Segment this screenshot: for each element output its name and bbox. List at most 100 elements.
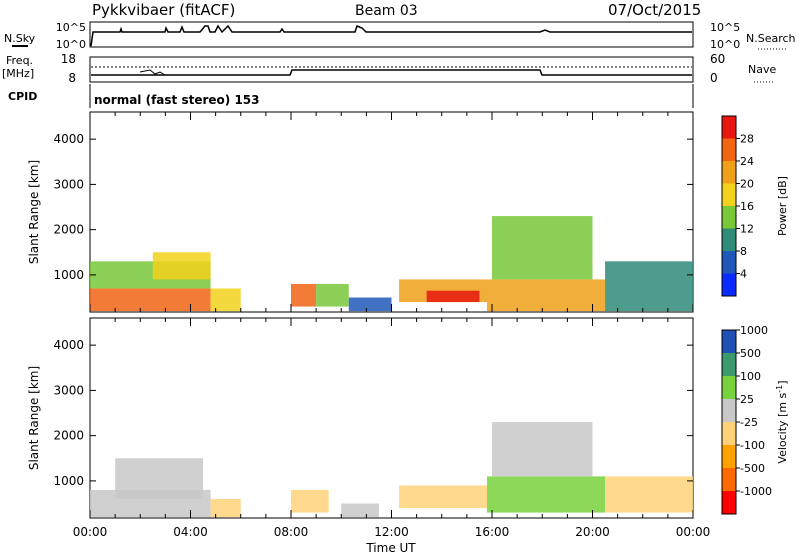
y-tick-label: 2000 (53, 429, 84, 443)
power-panel: Slant Range [km] 1000 2000 3000 4000 (27, 111, 694, 313)
freq-right-tick-top: 60 (710, 52, 725, 66)
colorbar-tick-label: -100 (740, 439, 765, 452)
power-ylabel: Slant Range [km] (27, 160, 41, 264)
heatmap-cell (115, 458, 204, 499)
power-cells (90, 216, 693, 312)
noise-right-tick-top: 10^5 (710, 21, 740, 34)
velocity-colorbar-ticks: -1000 -500 -100 -25 25 100 500 1000 (736, 324, 772, 498)
colorbar-block (722, 273, 736, 296)
x-tick-label: 00:00 (676, 525, 711, 539)
y-tick-label: 4000 (53, 132, 84, 146)
colorbar-block (722, 228, 736, 251)
y-tick-label: 1000 (53, 268, 84, 282)
colorbar-block (722, 183, 736, 206)
x-tick-label: 16:00 (475, 525, 510, 539)
heatmap-cell (605, 261, 693, 312)
freq-left-tick-top: 18 (61, 52, 76, 66)
colorbar-tick-label: -1000 (740, 485, 772, 498)
x-tick-label: 20:00 (575, 525, 610, 539)
x-axis-title: Time UT (365, 541, 416, 554)
colorbar-block (722, 251, 736, 274)
heatmap-cell (291, 489, 329, 513)
noise-left-tick-bottom: 10^0 (56, 38, 86, 51)
power-yticks: 1000 2000 3000 4000 (53, 132, 693, 282)
colorbar-tick-label: 500 (740, 347, 761, 360)
freq-trace-wiggle (139, 69, 166, 76)
heatmap-cell (152, 252, 211, 280)
noise-left-tick-top: 10^5 (56, 21, 86, 34)
y-tick-label: 4000 (53, 338, 84, 352)
colorbar-block (722, 353, 736, 376)
freq-left-label-2: [MHz] (2, 67, 34, 80)
velocity-xticks (89, 318, 694, 518)
y-tick-label: 1000 (53, 474, 84, 488)
heatmap-cell (341, 503, 379, 518)
colorbar-block (722, 330, 736, 353)
colorbar-tick-label: 24 (740, 155, 754, 168)
power-colorbar: 4 8 12 16 20 24 28 Power [dB] (721, 115, 789, 297)
power-colorbar-ticks: 4 8 12 16 20 24 28 (736, 133, 754, 281)
velocity-colorbar: -1000 -500 -100 -25 25 100 500 1000 Velocity [m… (721, 324, 789, 515)
power-xticks (89, 112, 694, 312)
heatmap-cell (426, 290, 480, 303)
heatmap-cell (210, 288, 241, 312)
heatmap-cell (492, 216, 593, 280)
freq-left-tick-bottom: 8 (68, 71, 76, 85)
colorbar-tick-label: 20 (740, 178, 754, 191)
date-title: 07/Oct/2015 (608, 1, 701, 19)
colorbar-block (722, 399, 736, 422)
velocity-panel: Slant Range [km] 1000 2000 3000 4000 (27, 317, 694, 519)
heatmap-cell (492, 422, 593, 477)
freq-trace (91, 69, 692, 76)
noise-right-label: N.Search (746, 32, 796, 45)
colorbar-block (722, 491, 736, 514)
colorbar-tick-label: -500 (740, 462, 765, 475)
heatmap-cell (486, 279, 606, 312)
y-tick-label: 3000 (53, 177, 84, 191)
x-tick-label: 04:00 (173, 525, 208, 539)
velocity-colorbar-label-end: ] (776, 380, 789, 384)
x-axis-labels: 00:00 04:00 08:00 12:00 16:00 20:00 00:00 (73, 525, 711, 539)
freq-left-label-1: Freq. (6, 54, 33, 67)
heatmap-cell (316, 283, 349, 307)
colorbar-tick-label: 8 (740, 245, 747, 258)
colorbar-block (722, 116, 736, 139)
velocity-colorbar-label: Velocity [m s-1] (775, 380, 789, 463)
colorbar-tick-label: -25 (740, 416, 758, 429)
colorbar-block (722, 376, 736, 399)
velocity-yticks: 1000 2000 3000 4000 (53, 338, 693, 488)
noise-panel: N.Sky 10^5 10^0 10^5 10^0 N.Search (4, 21, 796, 51)
velocity-ylabel: Slant Range [km] (27, 366, 41, 470)
y-tick-label: 3000 (53, 383, 84, 397)
beam-title: Beam 03 (355, 3, 418, 19)
heatmap-cell (486, 476, 606, 513)
heatmap-cell (348, 297, 392, 312)
power-colorbar-blocks (722, 116, 736, 296)
freq-right-tick-bottom: 0 (710, 71, 718, 85)
colorbar-block (722, 138, 736, 161)
colorbar-block (722, 445, 736, 468)
colorbar-tick-label: 12 (740, 223, 754, 236)
cpid-text: normal (fast stereo) 153 (94, 93, 260, 107)
heatmap-cell (291, 283, 317, 307)
colorbar-tick-label: 16 (740, 200, 754, 213)
freq-right-label: Nave (748, 63, 776, 76)
y-tick-label: 2000 (53, 223, 84, 237)
heatmap-cell (399, 485, 487, 509)
freq-panel: Freq. [MHz] 18 8 60 0 Nave (2, 52, 776, 85)
x-tick-label: 08:00 (274, 525, 309, 539)
noise-left-label: N.Sky (4, 32, 36, 45)
noise-right-tick-bottom: 10^0 (710, 38, 740, 51)
colorbar-block (722, 468, 736, 491)
colorbar-tick-label: 1000 (740, 324, 768, 337)
cpid-panel: CPID normal (fast stereo) 153 (8, 84, 694, 108)
colorbar-tick-label: 100 (740, 370, 761, 383)
colorbar-tick-label: 25 (740, 393, 754, 406)
x-tick-label: 12:00 (374, 525, 409, 539)
heatmap-cell (210, 498, 241, 518)
colorbar-tick-label: 28 (740, 133, 754, 146)
velocity-colorbar-label-sup: -1 (775, 385, 784, 393)
station-title: Pykkvibaer (fitACF) (92, 1, 235, 19)
colorbar-block (722, 161, 736, 184)
